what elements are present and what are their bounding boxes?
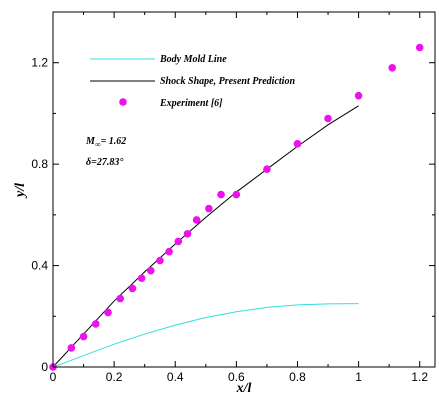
series-line-shock-shape-present-prediction bbox=[52, 105, 359, 368]
experiment-point bbox=[137, 274, 146, 283]
mach-value: = 1.62 bbox=[101, 136, 127, 147]
experiment-point bbox=[79, 332, 88, 341]
x-tick-label: 0 bbox=[50, 370, 57, 384]
experiment-point bbox=[293, 140, 302, 148]
experiment-point bbox=[104, 308, 112, 317]
x-tick-label: 1 bbox=[355, 370, 362, 384]
x-tick-label: 1.2 bbox=[411, 370, 428, 384]
experiment-point bbox=[192, 216, 201, 224]
y-tick-label: 0.8 bbox=[31, 157, 48, 171]
x-tick-label: 0.6 bbox=[228, 370, 245, 384]
mach-annotation: M∞= 1.62 bbox=[85, 136, 126, 149]
experiment-point bbox=[116, 294, 125, 303]
delta-annotation: δ=27.83° bbox=[86, 157, 123, 168]
experiment-point bbox=[183, 230, 192, 238]
x-tick-label: 0.2 bbox=[106, 370, 123, 384]
legend-label-shock-shape: Shock Shape, Present Prediction bbox=[160, 76, 295, 87]
legend-label-experiment: Experiment [6] bbox=[159, 98, 223, 109]
legend: Body Mold Line Shock Shape, Present Pred… bbox=[90, 54, 295, 109]
experiment-point bbox=[263, 165, 271, 174]
experiment-point bbox=[415, 43, 424, 52]
y-axis-title: y/l bbox=[13, 183, 28, 199]
x-axis-title: x/l bbox=[236, 381, 252, 396]
x-tick-label: 0.4 bbox=[167, 370, 184, 384]
x-tick-label: 0.8 bbox=[289, 370, 306, 384]
experiment-point bbox=[67, 344, 76, 352]
experiment-point bbox=[165, 247, 173, 256]
experiment-point bbox=[324, 114, 332, 123]
series-line-body-mold-line bbox=[52, 303, 359, 368]
experiment-point bbox=[232, 190, 241, 199]
mach-symbol: M bbox=[85, 136, 96, 147]
mach-subscript: ∞ bbox=[95, 140, 101, 149]
experiment-point bbox=[128, 284, 137, 293]
legend-label-body-mold-line: Body Mold Line bbox=[159, 54, 227, 65]
experiment-point bbox=[91, 320, 100, 328]
y-tick-label: 0 bbox=[41, 360, 48, 374]
experiment-point bbox=[354, 91, 363, 100]
experiment-point bbox=[205, 204, 213, 213]
experiment-point bbox=[156, 256, 164, 265]
y-tick-label: 0.4 bbox=[31, 259, 48, 273]
experiment-point bbox=[388, 63, 397, 72]
experiment-point bbox=[217, 190, 225, 199]
experiment-point bbox=[174, 237, 183, 246]
y-tick-label: 1.2 bbox=[31, 56, 48, 70]
experiment-point bbox=[146, 266, 155, 275]
legend-marker-experiment bbox=[119, 98, 127, 106]
plot-frame bbox=[52, 11, 436, 368]
